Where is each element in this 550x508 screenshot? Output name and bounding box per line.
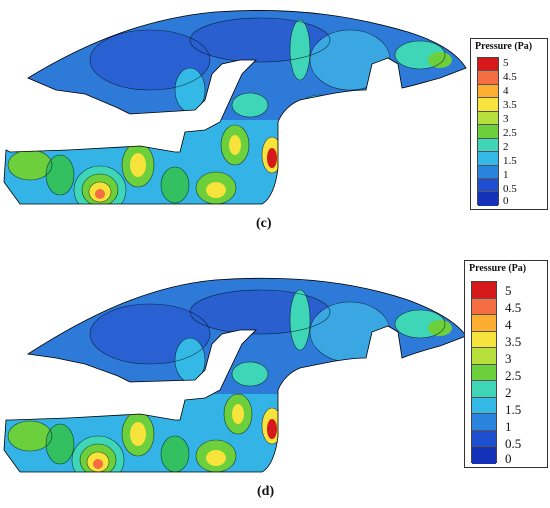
legend-tick: 3 bbox=[503, 113, 509, 125]
legend-tick: 5 bbox=[505, 283, 512, 298]
legend-tick: 2 bbox=[505, 385, 512, 400]
legend-tick: 0.5 bbox=[505, 436, 522, 451]
panel-c: Pressure (Pa) 5 4.5 4 3.5 3 2.5 2 1.5 1 … bbox=[3, 10, 548, 231]
figure-caption-c: (c) bbox=[256, 216, 272, 231]
legend-tick: 2.5 bbox=[505, 368, 522, 383]
panel-d: Pressure (Pa) 5 4.5 4 3.5 3 2.5 2 1.5 1 … bbox=[0, 254, 550, 508]
legend-tick: 1.5 bbox=[505, 402, 522, 417]
color-bar bbox=[471, 281, 497, 465]
legend-tick: 3 bbox=[505, 351, 512, 366]
legend-tick: 2.5 bbox=[503, 127, 517, 139]
color-bar bbox=[477, 57, 499, 206]
legend-title: Pressure (Pa) bbox=[475, 41, 533, 52]
legend-tick: 0 bbox=[503, 195, 509, 207]
legend-tick: 0 bbox=[505, 451, 512, 466]
legend-tick: 5 bbox=[503, 57, 509, 69]
legend-tick: 1 bbox=[505, 419, 512, 434]
legend-c: Pressure (Pa) 5 4.5 4 3.5 3 2.5 2 1.5 1 … bbox=[470, 38, 548, 210]
legend-tick: 3.5 bbox=[505, 334, 522, 349]
legend-tick: 4.5 bbox=[505, 300, 522, 315]
legend-tick: 0.5 bbox=[503, 183, 517, 195]
legend-tick: 1.5 bbox=[503, 155, 517, 167]
pressure-contour-map-c bbox=[3, 10, 467, 205]
legend-tick: 2 bbox=[503, 141, 509, 153]
legend-tick: 4.5 bbox=[503, 71, 517, 83]
legend-tick: 3.5 bbox=[503, 99, 517, 111]
legend-tick: 4 bbox=[503, 85, 509, 97]
pressure-contour-map-d bbox=[3, 277, 467, 473]
legend-tick: 4 bbox=[505, 317, 512, 332]
legend-tick: 1 bbox=[503, 169, 509, 181]
legend-title: Pressure (Pa) bbox=[469, 263, 527, 274]
figure-caption-d: (d) bbox=[257, 484, 275, 499]
legend-d: Pressure (Pa) 5 4.5 4 3.5 3 2.5 2 1.5 1 … bbox=[464, 260, 548, 468]
